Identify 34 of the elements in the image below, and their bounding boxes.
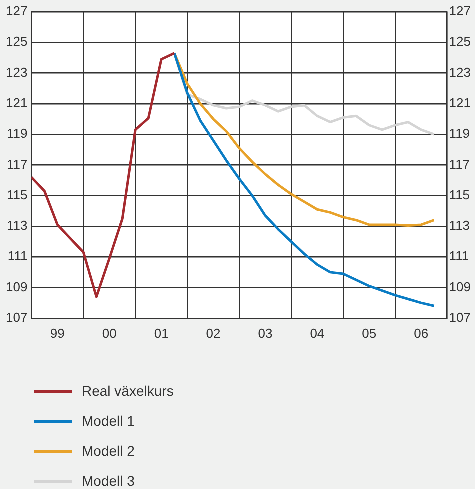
y2-tick-label: 119 <box>449 126 470 142</box>
x-tick-label: 01 <box>154 326 169 341</box>
x-tick-label: 99 <box>50 326 65 341</box>
legend-label: Real växelkurs <box>82 383 174 399</box>
y2-tick-label: 127 <box>449 4 472 19</box>
y2-tick-label: 123 <box>449 64 472 80</box>
y2-tick-label: 125 <box>449 34 472 50</box>
y2-tick-label: 109 <box>449 279 472 294</box>
y-tick-label: 117 <box>6 156 28 172</box>
y-tick-label: 125 <box>6 34 28 50</box>
y2-tick-label: 111 <box>449 248 470 264</box>
y2-tick-label: 107 <box>449 310 472 325</box>
x-tick-label: 02 <box>206 326 221 341</box>
x-tick-label: 05 <box>362 326 377 341</box>
legend-label: Modell 3 <box>82 473 135 489</box>
y-tick-label: 123 <box>6 64 28 80</box>
y-tick-label: 119 <box>6 126 28 142</box>
x-tick-label: 04 <box>310 326 325 341</box>
y2-tick-label: 113 <box>449 218 470 234</box>
x-tick-label: 03 <box>258 326 273 341</box>
y-tick-label: 127 <box>6 4 28 19</box>
y-tick-label: 115 <box>6 187 28 202</box>
y-tick-label: 109 <box>6 279 28 294</box>
x-tick-label: 06 <box>414 326 429 341</box>
y2-tick-label: 115 <box>449 187 470 202</box>
y-tick-label: 107 <box>6 310 28 325</box>
legend-label: Modell 1 <box>82 413 135 429</box>
y-tick-label: 121 <box>6 96 28 110</box>
y2-tick-label: 121 <box>449 96 472 110</box>
y-tick-label: 113 <box>6 218 28 234</box>
y2-tick-label: 117 <box>449 156 470 172</box>
x-tick-label: 00 <box>102 326 117 341</box>
y-tick-label: 111 <box>8 248 28 264</box>
legend-label: Modell 2 <box>82 443 135 459</box>
